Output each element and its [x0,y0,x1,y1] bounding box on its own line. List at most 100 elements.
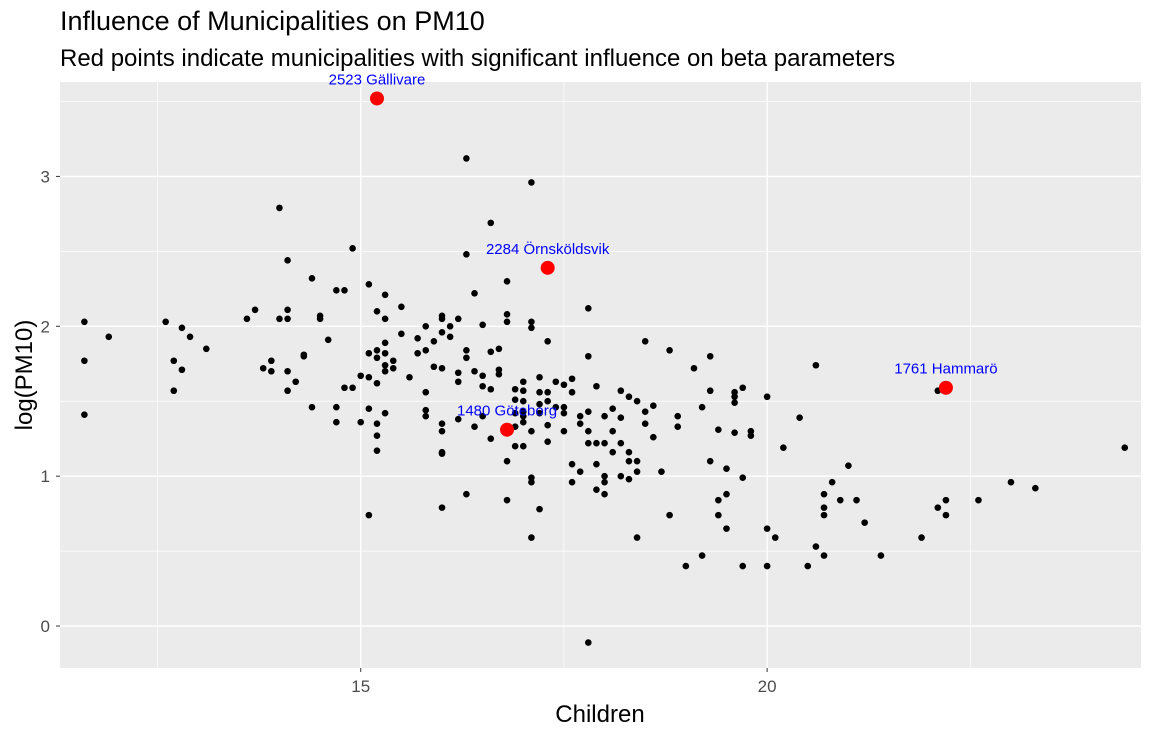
data-point [519,418,527,426]
data-point [536,409,543,417]
data-point [463,490,470,498]
highlighted-points: 2523 Gällivare 2284 Örnsköldsvik 1761 Hamm… [329,71,998,437]
data-point [528,534,535,541]
data-point [438,364,446,372]
data-point [576,420,584,428]
data-point [633,534,641,541]
minor-gridlines [60,82,1141,668]
data-point [585,408,592,416]
x-tick-label: 20 [758,677,777,696]
data-point [633,468,641,475]
data-point [763,393,771,401]
data-point [690,364,698,372]
data-point [170,387,178,395]
data-point [536,373,543,381]
data-point [633,457,641,465]
data-point [333,287,340,294]
data-point [706,457,714,465]
data-point [528,427,535,435]
data-point [674,423,682,431]
data-point [820,504,828,511]
data-point [479,372,486,380]
data-point [503,318,511,326]
data-point [365,511,373,519]
data-point [479,412,486,420]
data-point [487,219,495,227]
data-point [975,496,982,504]
data-point [511,442,519,450]
data-point [487,435,495,442]
data-point [666,511,673,519]
data-point [422,412,430,420]
data-point [593,439,600,447]
data-point [381,367,389,375]
data-point [349,245,356,252]
data-point [503,311,511,318]
data-point [641,408,649,416]
data-point [463,251,470,258]
data-point [276,204,283,212]
data-point [723,490,730,498]
data-point [438,420,446,428]
data-point [341,287,348,294]
data-point [284,315,291,323]
data-point [105,333,113,341]
data-point [771,534,779,541]
data-point [259,364,267,372]
data-point [349,384,356,392]
data-point [641,420,649,428]
y-axis-title: log(PM10) [11,320,38,431]
data-point [503,278,511,285]
data-point [836,496,844,504]
data-point [601,439,608,447]
data-point [845,462,852,469]
data-point [365,349,373,357]
data-point [284,257,291,264]
data-point [568,460,576,468]
data-point [576,468,584,475]
data-point [495,370,503,378]
data-point [357,418,365,426]
data-point [292,378,300,386]
data-point [365,405,373,413]
data-point [373,420,381,428]
plot-panel [60,82,1141,668]
data-point [186,333,194,341]
chart-subtitle: Red points indicate municipalities with … [60,45,896,72]
data-point [593,486,600,493]
data-point [398,330,405,338]
data-point [536,505,543,513]
data-point [544,397,551,405]
highlight-label: 2523 Gällivare [329,71,426,88]
data-point [414,349,421,357]
data-point [739,474,747,481]
data-point [414,334,421,342]
data-point [422,388,430,396]
data-point [585,427,592,435]
data-point [365,373,373,381]
data-point [308,275,316,282]
data-point [715,426,722,434]
data-point [609,427,616,435]
highlight-label: 1480 Göteborg [457,403,557,420]
data-point [674,412,682,420]
data-point [625,457,633,465]
data-point [373,354,381,362]
data-point [820,552,828,559]
data-point [576,412,584,420]
data-point [300,351,308,359]
data-point [544,421,551,429]
data-point [389,357,397,365]
data-point [528,318,535,326]
data-point [284,387,291,395]
data-point [463,155,470,162]
x-axis-ticks: 15 20 [351,668,777,696]
data-point [373,432,381,439]
data-point [81,357,88,365]
data-point [812,361,820,369]
data-point [511,396,519,404]
y-axis-ticks: 0 1 2 3 [41,167,60,636]
data-point [698,403,706,411]
data-point [511,409,519,417]
